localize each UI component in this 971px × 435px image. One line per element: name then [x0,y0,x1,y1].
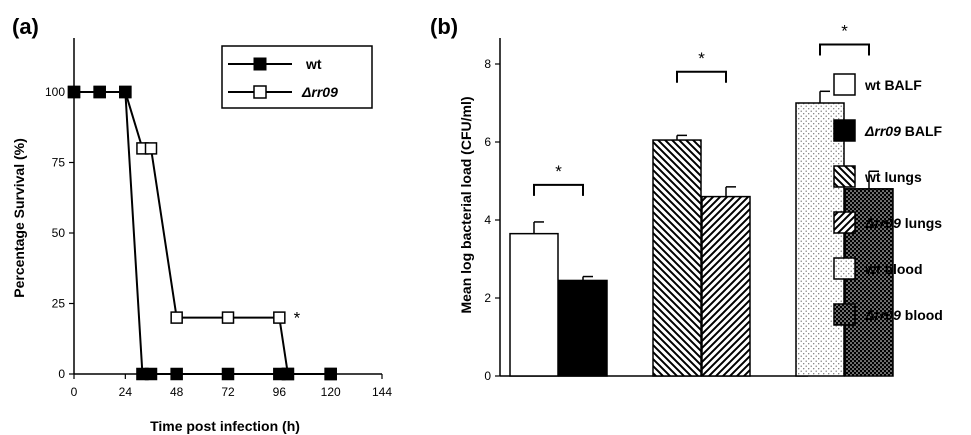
legend-swatch [833,165,856,188]
panel-a-x-tick-label: 0 [71,385,78,399]
panel-b-label: (b) [430,14,458,39]
panel-b-y-tick-label: 0 [484,369,491,383]
panel-a-series [67,85,337,381]
data-point-wt [119,85,132,99]
significance-asterisk: * [698,49,705,68]
panel-a-label: (a) [12,14,39,39]
data-point-wt [67,85,81,99]
legend-label-rr09: Δrr09 [301,84,338,100]
significance-bracket [676,70,727,83]
legend-label-text: wt BALF [864,77,922,93]
data-point-rr09 [221,311,235,324]
data-point-wt [324,367,337,381]
panel-a-y-tick-label: 75 [52,156,66,170]
panel-b-y-axis-title: Mean log bacterial load (CFU/ml) [458,96,474,313]
legend-marker-wt [253,57,267,71]
bar [509,232,559,377]
panel-a-x-axis-title: Time post infection (h) [150,418,300,434]
legend-label: Δrr09 lungs [864,215,942,231]
legend-swatch [833,257,856,280]
bar [558,279,608,377]
panel-a-x-tick-label: 72 [221,385,235,399]
panel-a-annotations: * [294,309,301,328]
significance-asterisk: * [555,162,562,181]
panel-a-axes: 0 24 48 72 96 120 144 0 25 50 75 100 [45,38,392,399]
legend-label-italic: Δrr09 [864,215,901,231]
legend-marker-rr09 [253,85,267,99]
series-line-wt [74,91,331,375]
panel-a-x-tick-label: 120 [321,385,341,399]
legend-label: Δrr09 BALF [864,123,943,139]
panel-b-y-tick-label: 6 [484,135,491,149]
data-point-wt [93,85,106,99]
panel-a-x-tick-label: 24 [119,385,133,399]
panel-a-legend-box [221,45,373,109]
data-point-rr09 [273,311,286,324]
data-point-wt [144,367,158,381]
panel-b-bacterial-load-chart: (b) 0 2 4 6 8 * * * Mean log bacterial load (C… [430,14,943,383]
legend-swatch [833,303,856,326]
panel-a-survival-chart: (a) 0 24 48 72 96 120 144 0 25 50 75 100 * Time pos… [11,14,392,434]
panel-b-y-tick-label: 2 [484,291,491,305]
legend-label-text: wt lungs [864,169,922,185]
panel-b-significance: * * * [533,22,870,196]
legend-label: wt BALF [864,77,922,93]
panel-a-legend: wt Δrr09 [221,45,373,109]
significance-asterisk: * [841,22,848,41]
bar [652,139,702,377]
legend-label-text: BALF [901,123,943,139]
panel-a-x-tick-label: 96 [273,385,287,399]
panel-a-y-tick-label: 50 [52,226,66,240]
legend-label-italic: Δrr09 [864,307,901,323]
legend-label-text: blood [901,307,943,323]
panel-a-x-tick-label: 144 [372,385,392,399]
legend-label-italic: Δrr09 [864,123,901,139]
data-point-rr09 [170,311,183,324]
data-point-wt [281,367,295,381]
panel-b-bars [509,90,894,377]
legend-label: Δrr09 blood [864,307,943,323]
panel-b-y-tick-label: 8 [484,57,491,71]
panel-a-y-tick-label: 0 [58,367,65,381]
panel-a-y-axis-title: Percentage Survival (%) [11,138,27,298]
significance-asterisk: * [294,309,301,328]
data-point-rr09 [144,142,158,155]
legend-label: wt lungs [864,169,922,185]
legend-label-wt: wt [305,56,322,72]
data-point-wt [221,367,235,381]
legend-label: wt blood [864,261,923,277]
panel-b-legend: wt BALF Δrr09 BALF wt lungs Δrr09 lungs wt b… [833,73,943,326]
series-line-rr09 [74,91,331,375]
legend-label-text: lungs [901,215,942,231]
panel-a-x-tick-label: 48 [170,385,184,399]
legend-swatch [833,119,856,142]
significance-bracket [819,43,870,56]
panel-a-y-tick-label: 25 [52,297,66,311]
bar [701,195,751,377]
legend-swatch [833,211,856,234]
bar [795,102,845,377]
significance-bracket [533,183,584,196]
data-point-wt [170,367,183,381]
panel-a-y-tick-label: 100 [45,85,65,99]
panel-b-y-tick-label: 4 [484,213,491,227]
legend-swatch [833,73,856,96]
legend-label-text: wt blood [864,261,923,277]
